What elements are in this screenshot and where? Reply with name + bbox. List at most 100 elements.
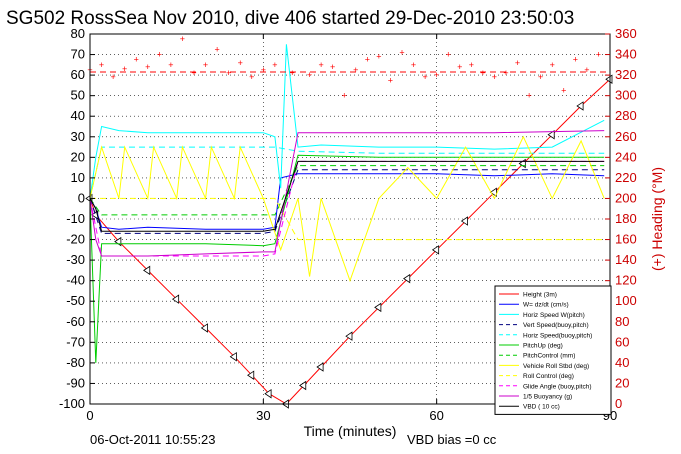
series-line-11 — [89, 130, 605, 257]
y-right-tick-label: 20 — [615, 375, 629, 390]
y-right-tick-label: 80 — [615, 314, 629, 329]
heading-point: + — [399, 48, 404, 58]
y-tick-label: -30 — [66, 252, 85, 267]
height-marker — [143, 265, 151, 276]
heading-point: + — [226, 68, 231, 78]
height-marker — [299, 380, 307, 391]
heading-point: + — [99, 60, 104, 70]
legend-label-12: VBD ( 10 cc) — [523, 404, 560, 411]
legend-label-2: W= dz/dt (cm/s) — [523, 302, 569, 309]
y-right-tick-label: 300 — [615, 88, 637, 103]
y-tick-label: -80 — [66, 355, 85, 370]
legend-label-5: Horiz Speed(buoy,pitch) — [523, 332, 592, 339]
heading-point: + — [330, 62, 335, 72]
height-marker — [229, 351, 237, 362]
series-line-7 — [89, 165, 605, 216]
heading-point: + — [203, 60, 208, 70]
y-tick-label: 60 — [71, 67, 85, 82]
heading-point: + — [561, 86, 566, 96]
y-right-tick-label: 40 — [615, 355, 629, 370]
y-right-tick-label: 340 — [615, 47, 637, 62]
y-tick-label: 50 — [71, 88, 85, 103]
height-marker — [374, 302, 382, 313]
heading-point: + — [110, 72, 115, 82]
series-line-6 — [89, 154, 605, 363]
footer-vbd-bias: VBD bias =0 cc — [407, 432, 497, 447]
height-marker — [403, 273, 411, 284]
legend-label-9: Roll Control (deg) — [523, 373, 574, 380]
y-tick-label: 70 — [71, 47, 85, 62]
series-line-12 — [89, 160, 605, 232]
heading-point: + — [261, 65, 266, 75]
y-right-tick-label: 100 — [615, 293, 637, 308]
heading-point: + — [480, 68, 485, 78]
height-marker — [264, 388, 272, 399]
series-line-4 — [89, 169, 605, 234]
legend-label-10: Glide Angle (buoy,pitch) — [523, 383, 592, 390]
y-right-tick-label: 280 — [615, 108, 637, 123]
y-tick-label: -40 — [66, 273, 85, 288]
height-marker — [460, 216, 468, 226]
y-right-tick-label: 260 — [615, 129, 637, 144]
heading-point: + — [134, 55, 139, 65]
height-marker — [547, 129, 555, 140]
heading-point: + — [290, 68, 295, 78]
height-marker — [200, 323, 208, 333]
y-right-tick-label: 120 — [615, 273, 637, 288]
series-line-1 — [89, 78, 611, 405]
height-marker — [489, 187, 497, 198]
y-right-tick-label: 320 — [615, 67, 637, 82]
heading-point: + — [365, 55, 370, 65]
x-tick-label: 60 — [429, 408, 443, 423]
chart-title: SG502 RossSea Nov 2010, dive 406 started… — [6, 8, 574, 29]
y-tick-label: 10 — [71, 170, 85, 185]
y-tick-label: -100 — [59, 396, 85, 411]
heading-point: + — [214, 44, 219, 54]
x-tick-label: 0 — [86, 408, 93, 423]
heading-point: + — [503, 68, 508, 78]
height-marker — [345, 331, 353, 341]
heading-point: + — [492, 72, 497, 82]
heading-point: + — [422, 72, 427, 82]
legend-label-3: Horiz Speed W(pitch) — [523, 312, 585, 319]
legend-label-4: Vert Speed(buoy,pitch) — [523, 322, 589, 329]
y-axis-right-label: (+) Heading (°M) — [649, 167, 665, 271]
y-tick-label: -10 — [66, 211, 85, 226]
series-line-10 — [89, 160, 605, 257]
y-right-tick-label: 0 — [615, 396, 622, 411]
y-right-tick-label: 140 — [615, 252, 637, 267]
legend-label-8: Vehicle Roll Stbd (deg) — [523, 363, 589, 370]
height-marker — [316, 362, 324, 372]
x-axis-label: Time (minutes) — [304, 423, 397, 439]
legend-label-11: 1/5 Buoyancy (g) — [523, 394, 572, 401]
heading-point: + — [515, 58, 520, 68]
heading-series: + + + + + + + + + + + + + + + + + + + + + + + + + + + + + + + + + + + + + + + +… — [87, 34, 610, 101]
y-tick-label: -90 — [66, 375, 85, 390]
legend: Height (3m) W= dz/dt (cm/s) Horiz Speed W(… — [494, 285, 612, 415]
heading-point: + — [122, 64, 127, 74]
heading-point: + — [388, 75, 393, 85]
series-line-3 — [89, 44, 605, 199]
heading-point: + — [411, 60, 416, 70]
y-tick-label: -60 — [66, 314, 85, 329]
footer-timestamp: 06-Oct-2011 10:55:23 — [90, 432, 216, 447]
heading-point: + — [596, 50, 601, 60]
y-tick-label: 30 — [71, 129, 85, 144]
height-marker — [576, 101, 584, 111]
heading-point: + — [434, 70, 439, 80]
heading-point: + — [318, 60, 323, 70]
heading-point: + — [526, 91, 531, 101]
heading-point: + — [238, 58, 243, 68]
heading-point: + — [573, 55, 578, 65]
y-right-tick-label: 240 — [615, 149, 637, 164]
heading-point: + — [538, 72, 543, 82]
y-right-tick-label: 200 — [615, 190, 637, 205]
heading-point: + — [157, 50, 162, 60]
legend-label-6: PitchUp (deg) — [523, 343, 563, 350]
height-marker — [247, 370, 255, 380]
y-tick-label: -20 — [66, 232, 85, 247]
heading-point: + — [272, 60, 277, 70]
series-line-5 — [89, 146, 605, 199]
x-tick-label: 30 — [256, 408, 270, 423]
